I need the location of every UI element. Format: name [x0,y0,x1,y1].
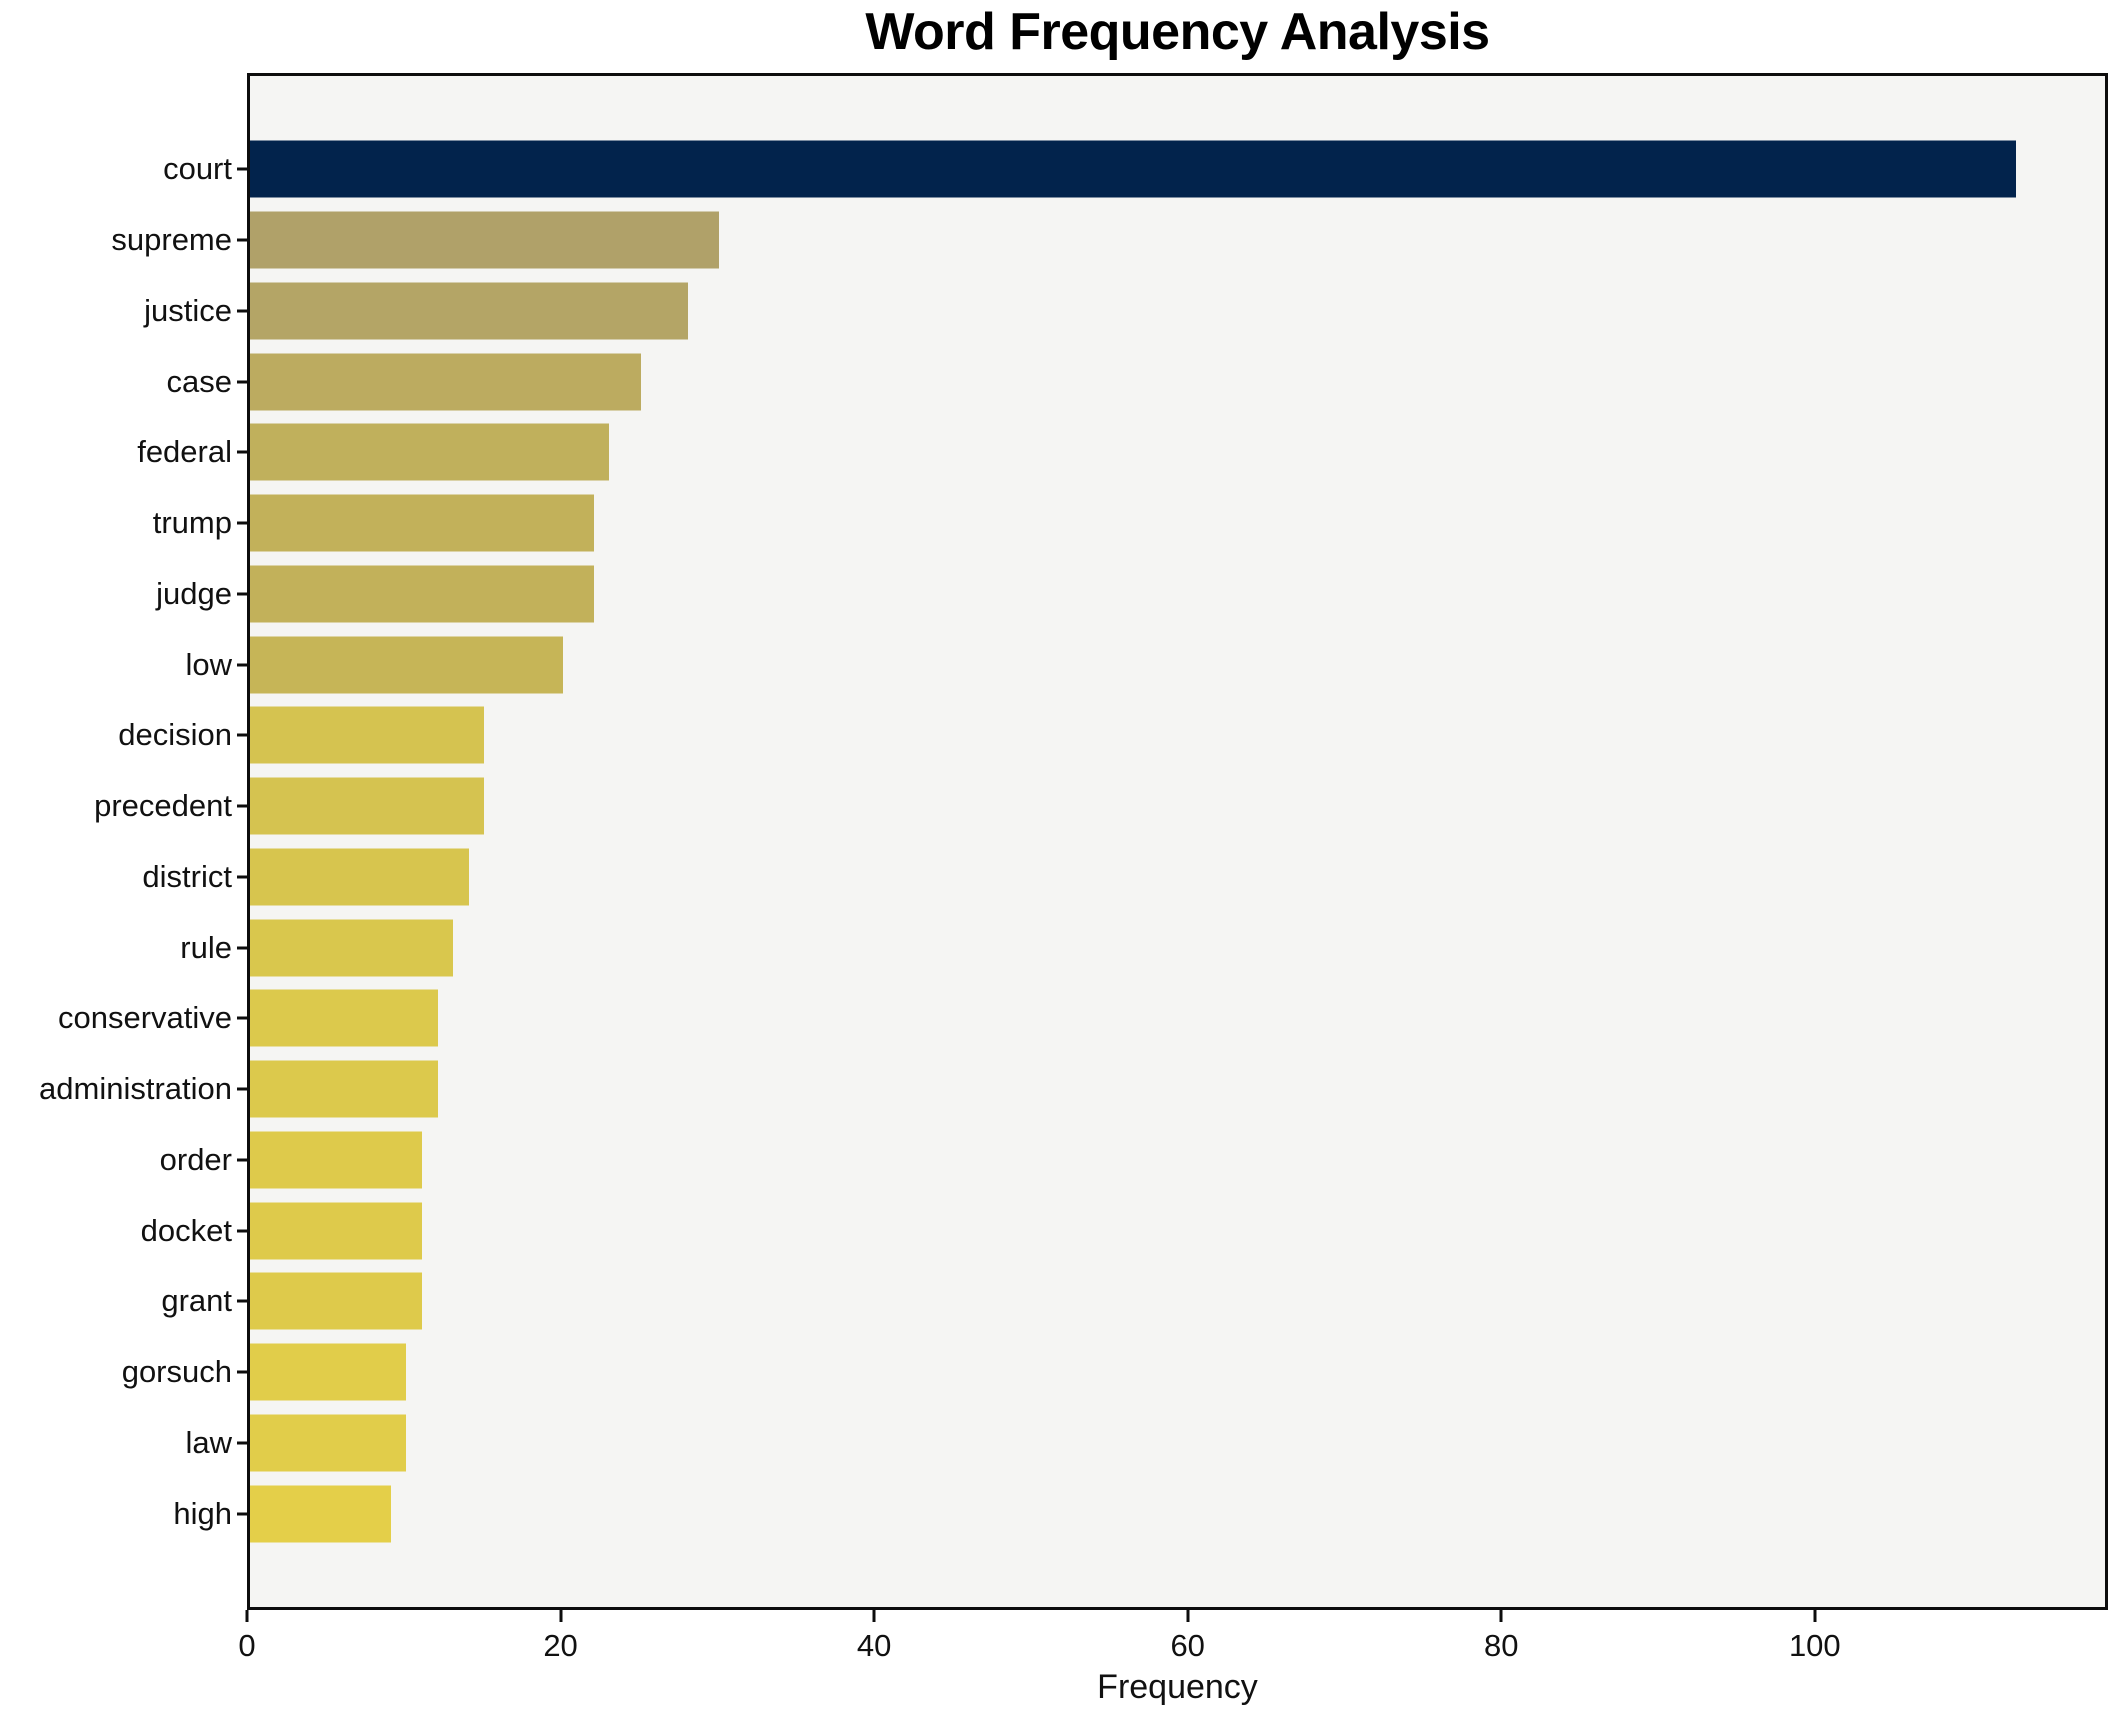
y-tick [237,238,247,242]
x-axis-title: Frequency [1097,1668,1258,1706]
x-tick [1186,1610,1190,1622]
y-tick [237,1229,247,1233]
y-tick [237,663,247,667]
y-tick [237,1158,247,1162]
x-tick-label: 60 [1170,1628,1205,1663]
bar-row: law [185,1408,2105,1479]
y-tick-label: supreme [111,222,232,258]
y-tick-label: judge [156,575,232,611]
y-tick [237,1512,247,1516]
x-tick-label: 40 [856,1628,892,1663]
bar [250,1485,391,1543]
y-tick-label: district [142,858,232,894]
y-tick-label: trump [152,505,232,541]
y-tick [237,1370,247,1374]
y-tick [237,450,247,454]
x-tick [872,1610,876,1622]
bar-row: case [167,346,2105,417]
y-tick-label: precedent [94,788,232,824]
chart-title: Word Frequency Analysis [865,3,1490,61]
plot-area: court supreme justice case federal trump judge… [39,73,2108,1610]
y-tick-label: gorsuch [121,1354,232,1390]
bar-row: docket [141,1195,2105,1266]
y-tick-label: administration [39,1071,232,1107]
bar [250,423,610,481]
x-tick-label: 80 [1484,1628,1519,1663]
bar [250,777,485,835]
bar-row: low [185,629,2105,700]
y-tick-label: grant [161,1283,232,1319]
bar [250,565,594,623]
x-tick [559,1610,563,1622]
x-tick [245,1610,249,1622]
y-tick-label: order [159,1141,232,1177]
bar [250,706,485,764]
bar [250,636,563,694]
y-tick [237,1016,247,1020]
bar-row: conservative [58,983,2105,1054]
x-tick [1499,1610,1503,1622]
x-axis: 0 20 40 60 80 100 [238,1610,2108,1670]
y-tick [237,521,247,525]
bar [250,353,641,411]
x-tick-label: 0 [238,1628,256,1663]
y-tick-label: high [173,1495,232,1531]
bar-row: federal [137,417,2105,488]
x-tick [1813,1610,1817,1622]
y-tick [237,733,247,737]
bars-region: court supreme justice case federal trump judge… [39,134,2105,1549]
bar [250,1272,422,1330]
y-tick-label: decision [118,717,232,753]
bar-row: decision [118,700,2105,771]
x-tick-label: 20 [543,1628,578,1663]
bar-row: judge [156,559,2105,630]
y-tick [237,1299,247,1303]
y-tick-label: justice [144,292,232,328]
bar-row: trump [153,488,2105,559]
bar-row: grant [161,1266,2105,1337]
y-tick-label: rule [180,929,232,965]
y-tick [237,167,247,171]
bar [250,282,688,340]
bar-row: administration [39,1054,2105,1125]
y-tick-label: low [185,646,232,682]
y-tick [237,1087,247,1091]
bar [250,848,469,906]
bar-row: justice [144,276,2105,347]
bar-row: precedent [94,771,2105,842]
y-tick-label: court [163,151,232,187]
y-tick [237,309,247,313]
x-tick-label: 100 [1788,1628,1841,1663]
y-tick [237,380,247,384]
bar-row: gorsuch [122,1337,2105,1408]
y-tick [237,1441,247,1445]
bar [250,211,719,269]
bar-row: court [163,134,2105,205]
y-tick-label: federal [137,434,232,470]
bar-row: rule [180,912,2105,983]
bar-row: high [173,1478,2105,1549]
y-tick [237,946,247,950]
bar [250,1414,407,1472]
bar [250,494,594,552]
y-tick-label: case [166,363,232,399]
bar [250,1131,422,1189]
y-tick-label: law [185,1424,232,1460]
y-tick [237,592,247,596]
y-tick-label: conservative [57,1000,232,1036]
bar [250,1060,438,1118]
bar-row: order [160,1125,2105,1196]
bar [250,989,438,1047]
bar [250,1343,407,1401]
bar-row: supreme [111,205,2105,276]
y-tick [237,804,247,808]
y-tick [237,875,247,879]
bar [250,1202,422,1260]
bar-row: district [142,842,2105,913]
y-tick-label: docket [140,1212,232,1248]
bar [250,140,2016,198]
bar [250,919,454,977]
